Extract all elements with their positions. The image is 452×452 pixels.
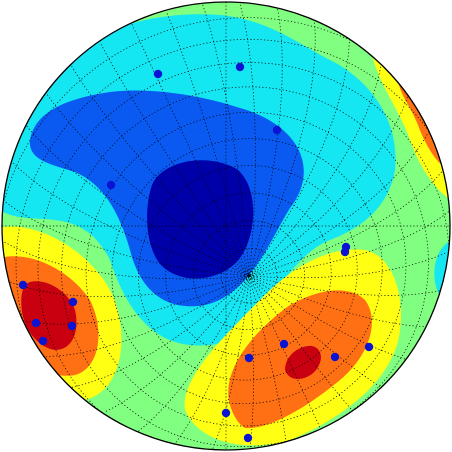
- grid-line: [248, 275, 352, 410]
- data-point: [279, 339, 289, 349]
- grid-line: [138, 165, 358, 381]
- contour-yellow-upper-right: [370, 45, 450, 200]
- grid-line: [249, 275, 406, 360]
- data-point: [330, 352, 340, 362]
- data-point: [31, 318, 41, 328]
- data-point: [18, 280, 28, 290]
- data-point: [67, 321, 77, 331]
- data-point: [243, 433, 253, 443]
- grid-line: [61, 86, 429, 448]
- grid-line: [220, 247, 278, 304]
- data-point: [244, 353, 254, 363]
- grid-line: [248, 9, 283, 276]
- contour-dark-blue: [147, 160, 254, 279]
- data-point: [68, 297, 78, 307]
- contour-red-left: [21, 281, 77, 350]
- grid-line: [2, 17, 360, 212]
- grid-line: [212, 275, 250, 449]
- data-point: [272, 125, 282, 135]
- grid-line: [37, 62, 450, 414]
- grid-line: [13, 162, 250, 277]
- grid-line: [249, 169, 445, 277]
- grid-line: [22, 275, 250, 325]
- grid-line: [111, 138, 383, 405]
- grid-line: [130, 21, 250, 277]
- data-point: [106, 180, 116, 190]
- grid-line: [42, 275, 250, 357]
- grid-line: [100, 44, 250, 277]
- grid-line: [15, 38, 436, 332]
- grid-line: [249, 131, 430, 277]
- grid-line: [5, 201, 250, 277]
- grid-line: [248, 41, 350, 277]
- data-points: [18, 62, 374, 443]
- grid-line: [85, 111, 407, 427]
- data-point: [340, 247, 350, 257]
- data-point: [364, 342, 374, 352]
- grid-line: [248, 275, 287, 440]
- grid-line: [248, 22, 316, 277]
- contour-red-lower-right: [285, 345, 321, 380]
- data-point: [221, 408, 231, 418]
- grid-line: [26, 125, 250, 277]
- grid-line: [71, 65, 250, 277]
- data-point: [153, 69, 163, 79]
- data-point: [235, 62, 245, 72]
- grid-line: [248, 275, 321, 428]
- grid-line: [248, 275, 254, 450]
- grid-line: [249, 275, 443, 296]
- data-point: [38, 336, 48, 346]
- grid-line: [135, 275, 250, 434]
